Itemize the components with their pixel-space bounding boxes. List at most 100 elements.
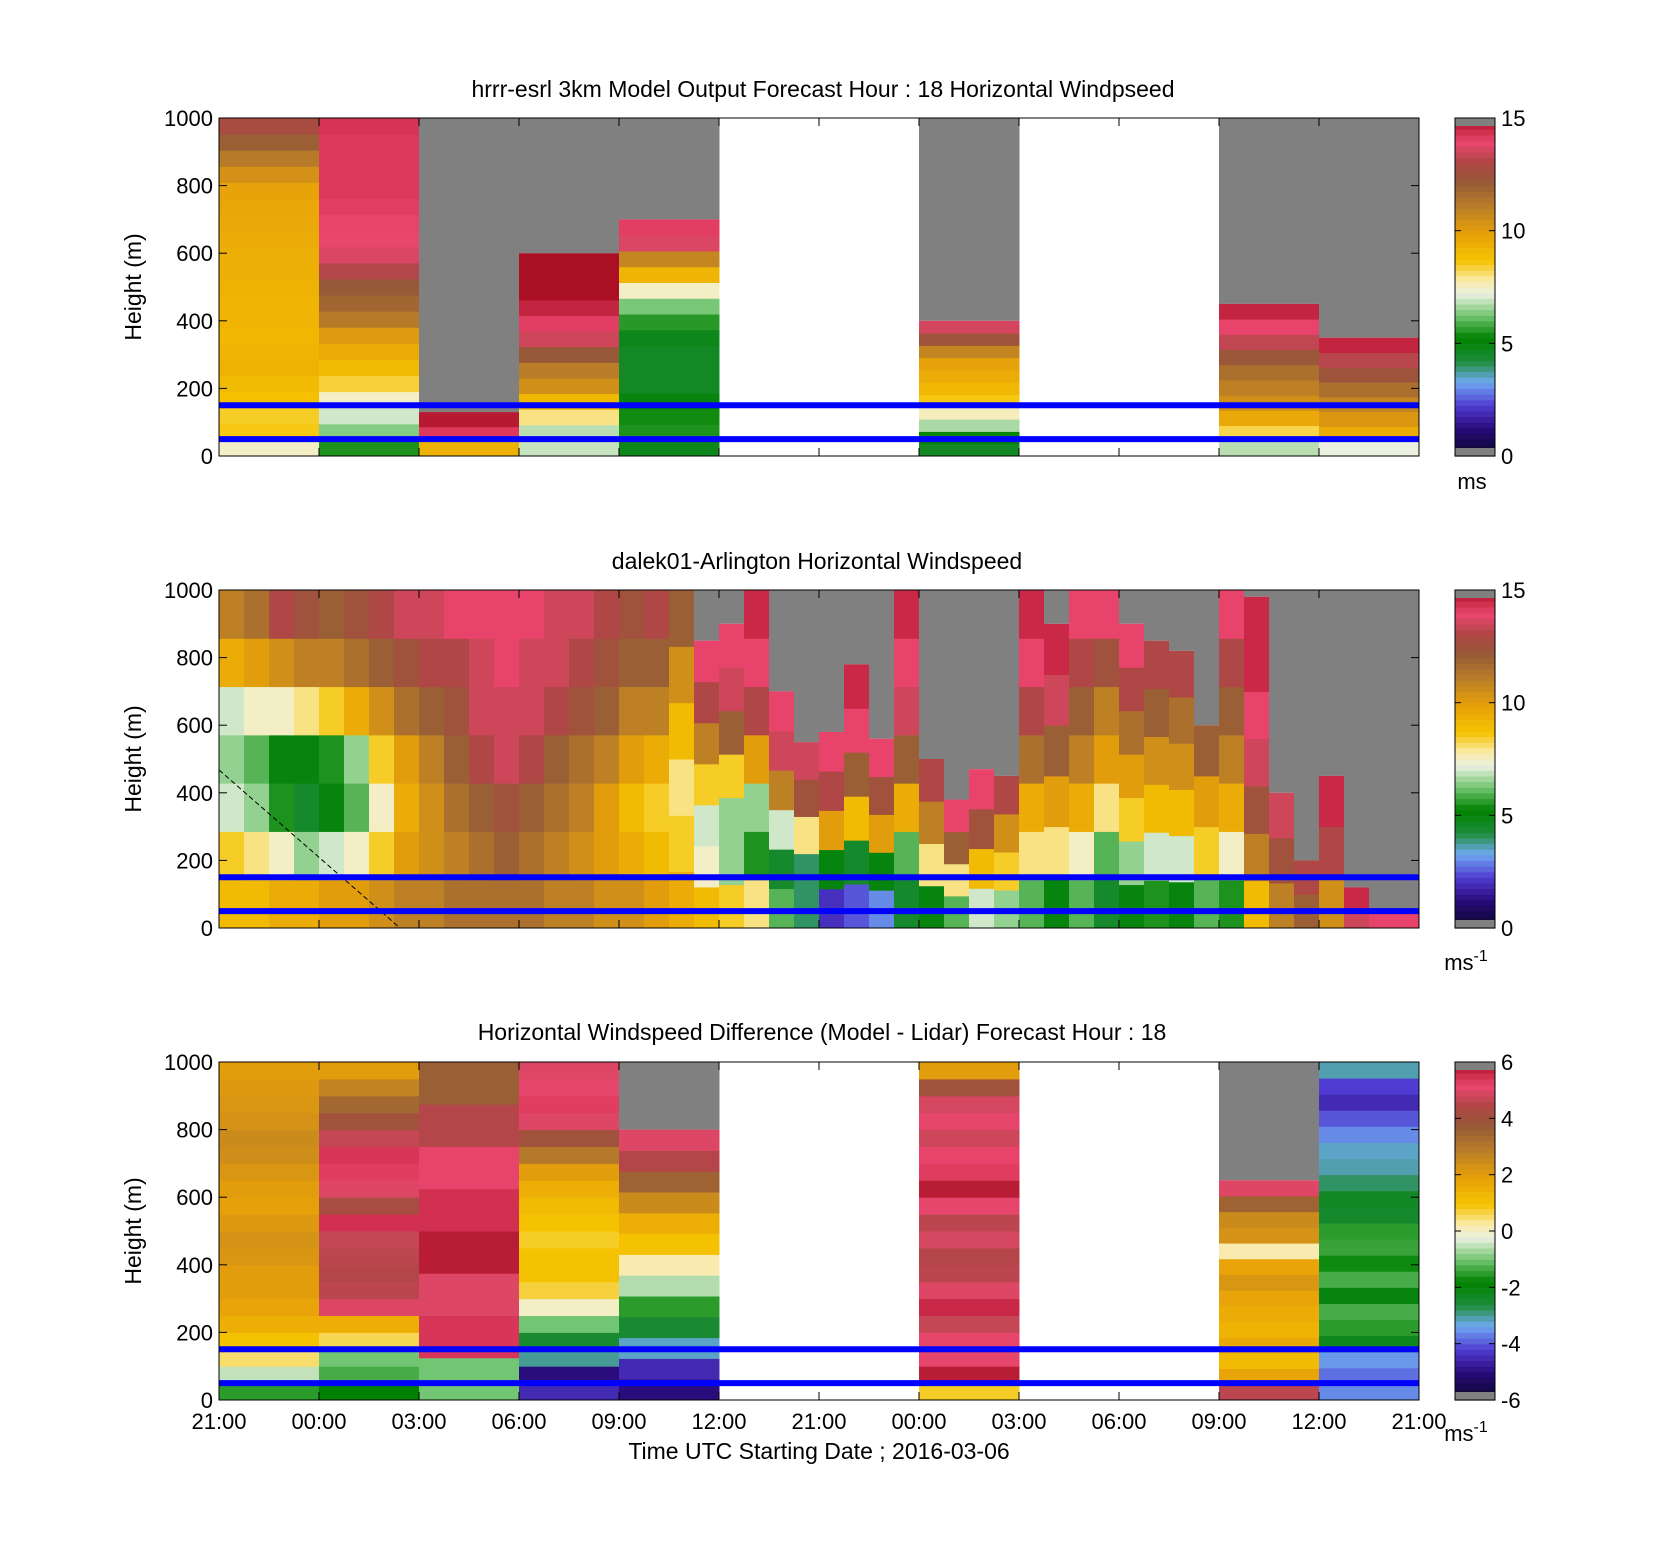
colorbar-swatch [1455, 354, 1495, 361]
heatmap-cell [619, 638, 645, 688]
y-tick-label: 600 [176, 241, 213, 266]
heatmap-cell [594, 686, 620, 736]
heatmap-cell [1219, 334, 1320, 351]
colorbar-swatch [1455, 1107, 1495, 1114]
no-data-region [419, 118, 520, 413]
heatmap-cell [219, 1163, 320, 1181]
heatmap-cell [1219, 1195, 1320, 1213]
heatmap-cell [344, 879, 370, 929]
colorbar-swatch [1455, 1146, 1495, 1153]
heatmap-cell [569, 831, 595, 881]
heatmap-cell [919, 333, 1020, 346]
heatmap-cell [644, 590, 670, 639]
colorbar-swatch [1455, 433, 1495, 440]
heatmap-cell [319, 230, 420, 248]
heatmap-cell [594, 783, 620, 832]
heatmap-cell [919, 406, 1020, 420]
colorbar-swatch [1455, 360, 1495, 367]
heatmap-cell [419, 590, 445, 639]
heatmap-cell [1044, 623, 1070, 675]
heatmap-cell [319, 1264, 420, 1283]
heatmap-cell [1319, 1319, 1420, 1337]
heatmap-cell [919, 1112, 1020, 1131]
colorbar-swatch [1455, 416, 1495, 423]
heatmap-cell [1119, 710, 1145, 755]
xticks-difference [218, 1062, 1420, 1400]
heatmap-cell [919, 885, 945, 929]
colorbar-unit-difference: ms-1 [1444, 1419, 1488, 1446]
heatmap-cell [319, 1247, 420, 1266]
heatmap-cell [219, 1247, 320, 1266]
heatmap-cell [544, 590, 570, 639]
heatmap-cell [819, 849, 845, 890]
heatmap-cell [1344, 887, 1370, 909]
heatmap-cell [644, 879, 670, 929]
heatmap-cell [844, 796, 870, 841]
colorbar-swatch [1455, 742, 1495, 749]
heatmap-cell [519, 590, 545, 639]
heatmap-cell [219, 1264, 320, 1283]
colorbar-swatch [1455, 275, 1495, 282]
x-tick-label: 06:00 [1091, 1409, 1146, 1434]
heatmap-cell [319, 1197, 420, 1215]
colorbar-swatch [1455, 618, 1495, 625]
colorbar-swatch [1455, 1208, 1495, 1215]
heatmap-cell [619, 831, 645, 881]
colorbar-swatch [1455, 612, 1495, 619]
colorbar-swatch [1455, 1129, 1495, 1136]
heatmap-cell [1219, 349, 1320, 366]
colorbar-swatch [1455, 849, 1495, 856]
heatmap-cell [319, 214, 420, 232]
x-tick-label: 06:00 [491, 1409, 546, 1434]
panel-difference: 0 200 400 600 800 1000 Horizontal Windspeed D… [120, 1019, 1521, 1464]
heatmap-cell [719, 754, 745, 799]
heatmap-cell [244, 783, 270, 832]
heatmap-cell [519, 1146, 620, 1164]
colorbar-swatch [1455, 140, 1495, 147]
heatmap-cell [619, 1129, 720, 1151]
colorbar-swatch [1455, 236, 1495, 243]
colorbar-swatch [1455, 174, 1495, 181]
heatmap-cell [219, 327, 320, 344]
heatmap-cell [594, 590, 620, 639]
colorbar-unit-exp-lidar: -1 [1474, 948, 1488, 965]
heatmap-cell [269, 590, 295, 639]
heatmap-cell [919, 419, 1020, 432]
heatmap-cell [369, 831, 395, 881]
colorbar-swatch [1455, 770, 1495, 777]
heatmap-cell [444, 879, 470, 929]
heatmap-cell [1094, 686, 1120, 736]
heatmap-cell [1319, 352, 1420, 368]
colorbar-swatch [1455, 1180, 1495, 1187]
heatmap-cell [1219, 1321, 1320, 1338]
heatmap-cell [619, 1212, 720, 1235]
colorbar-swatch [1455, 753, 1495, 760]
heatmap-cell [1319, 382, 1420, 398]
colorbar-unit-exp-difference: -1 [1474, 1419, 1488, 1436]
heatmap-cell [769, 691, 795, 732]
heatmap-cell [1244, 596, 1270, 645]
heatmap-cell [919, 1146, 1020, 1164]
heatmap-cell [744, 734, 770, 784]
colorbar-swatch [1455, 657, 1495, 664]
heatmap-cell [519, 1247, 620, 1266]
heatmap-cell [1044, 674, 1070, 726]
heatmap-cell [919, 443, 1020, 457]
colorbar-swatch [1455, 320, 1495, 328]
colorbar-swatch [1455, 792, 1495, 800]
heatmap-cell [1169, 743, 1195, 790]
colorbar-swatch [1455, 1236, 1495, 1243]
heatmap-cell [544, 686, 570, 736]
heatmap-cell [669, 759, 695, 816]
heatmap-cell [1169, 789, 1195, 837]
colorbar-swatch [1455, 1304, 1495, 1311]
colorbar-nodata-top [1455, 590, 1495, 598]
heatmap-cell [219, 343, 320, 360]
colorbar-swatch [1455, 388, 1495, 395]
heatmap-cell [494, 734, 520, 784]
heatmap-cell [994, 813, 1020, 853]
heatmap-cell [319, 1231, 420, 1249]
heatmap-cell [669, 815, 695, 873]
colorbar-swatch [1455, 747, 1495, 754]
heatmap-cell [1369, 911, 1395, 929]
